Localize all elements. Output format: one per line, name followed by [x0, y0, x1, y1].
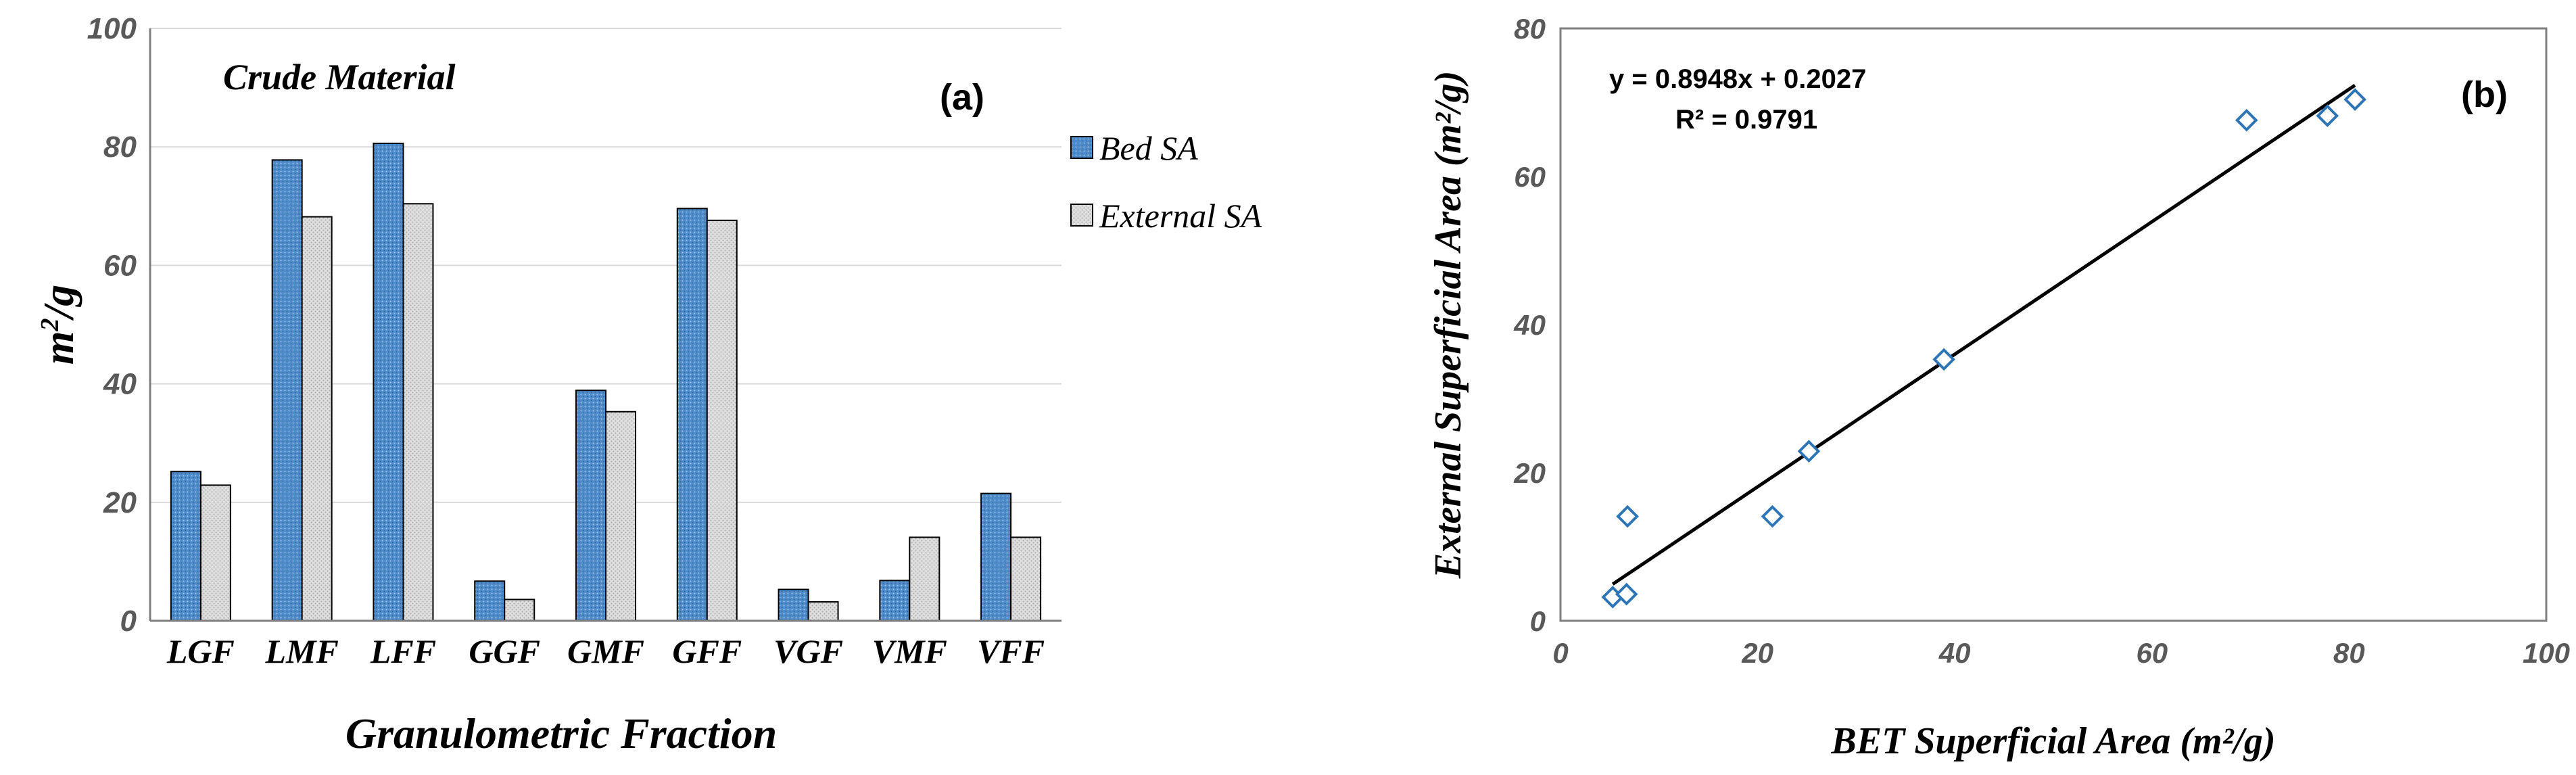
- scatter-chart-panel: 0 20 40 60 80 0 20 40 60 80 100 y = 0.8948x + 0.20…: [1427, 13, 2570, 762]
- scatter-x-tick-label: 40: [1938, 637, 1971, 669]
- bar-external-sa-gmf: [605, 410, 636, 621]
- scatter-trendline: [1611, 83, 2356, 586]
- x-tick-label: GFF: [672, 632, 742, 670]
- bar-chart-bars: [170, 142, 1042, 622]
- bar-external-sa-vmf: [909, 536, 940, 622]
- bar-external-sa-vgf: [807, 601, 839, 622]
- x-tick-label: VGF: [773, 632, 843, 670]
- x-tick-label: LFF: [370, 632, 436, 670]
- legend-label-external-sa: External SA: [1099, 197, 1262, 235]
- scatter-point: [1797, 440, 1821, 463]
- bar-bed-sa-vgf: [778, 588, 809, 622]
- bar-external-sa-lgf: [199, 484, 231, 621]
- bar-bed-sa-lmf: [271, 159, 303, 622]
- x-tick-label: LMF: [264, 632, 338, 670]
- scatter-point: [1616, 504, 1639, 528]
- bar-chart-panel: 0 20 40 60 80 100 LGF LMF LFF GGF GMF GFF VGF VMF VFF…: [34, 12, 1262, 757]
- bar-bed-sa-vff: [980, 492, 1012, 621]
- bar-external-sa-lff: [402, 203, 434, 621]
- x-tick-label: VFF: [977, 632, 1045, 670]
- x-tick-label: GGF: [469, 632, 540, 670]
- y-tick-label: 60: [103, 249, 137, 282]
- scatter-y-tick-label: 80: [1514, 13, 1546, 45]
- x-tick-label: LGF: [166, 632, 235, 670]
- trendline-equation: y = 0.8948x + 0.2027: [1609, 64, 1866, 94]
- bar-external-sa-vff: [1010, 536, 1042, 622]
- scatter-point: [1761, 504, 1784, 528]
- x-tick-label: GMF: [567, 632, 644, 670]
- bar-chart-x-axis-label: Granulometric Fraction: [345, 709, 777, 757]
- scatter-plot-area-border: [1559, 27, 2548, 622]
- y-tick-label: 80: [103, 131, 137, 164]
- scatter-x-axis-label: BET Superficial Area (m²/g): [1830, 720, 2275, 762]
- scatter-point: [2235, 108, 2258, 132]
- scatter-x-tick-label: 0: [1552, 637, 1568, 669]
- bar-chart-x-tick-labels: LGF LMF LFF GGF GMF GFF VGF VMF VFF: [166, 632, 1045, 670]
- bar-bed-sa-vmf: [879, 580, 911, 622]
- scatter-point: [2343, 88, 2366, 111]
- bar-external-sa-lmf: [301, 216, 333, 621]
- bar-chart-y-axis-label: m2/g: [34, 285, 82, 365]
- legend-swatch-external-sa: [1070, 204, 1093, 227]
- bar-external-sa-ggf: [504, 598, 535, 621]
- legend-label-bed-sa: Bed SA: [1099, 129, 1198, 167]
- y-tick-label: 100: [87, 12, 137, 45]
- bar-bed-sa-gff: [676, 208, 708, 621]
- y-tick-label: 20: [103, 486, 137, 519]
- scatter-point: [2316, 104, 2339, 128]
- scatter-points: [1601, 88, 2366, 609]
- scatter-y-tick-label: 60: [1514, 161, 1546, 193]
- bar-bed-sa-lff: [373, 142, 404, 622]
- bar-chart-legend: Bed SA External SA: [1070, 129, 1262, 235]
- y-tick-label: 0: [120, 605, 137, 638]
- scatter-y-tick-label: 40: [1513, 309, 1546, 341]
- scatter-x-tick-label: 80: [2333, 637, 2365, 669]
- y-tick-label: 40: [103, 368, 137, 401]
- bar-bed-sa-ggf: [474, 580, 506, 621]
- bar-chart-panel-label: (a): [940, 77, 984, 118]
- scatter-x-tick-label: 20: [1741, 637, 1773, 669]
- legend-swatch-bed-sa: [1070, 136, 1093, 159]
- scatter-point: [1932, 348, 1955, 371]
- scatter-y-tick-label: 20: [1513, 457, 1546, 489]
- scatter-panel-label: (b): [2461, 74, 2508, 115]
- scatter-y-tick-label: 0: [1530, 605, 1546, 637]
- bar-chart-y-tick-labels: 0 20 40 60 80 100: [87, 12, 137, 638]
- scatter-x-tick-label: 60: [2136, 637, 2168, 669]
- bar-chart-title: Crude Material: [223, 57, 456, 97]
- bar-external-sa-gff: [706, 219, 738, 622]
- x-tick-label: VMF: [872, 632, 947, 670]
- trendline-r-squared: R² = 0.9791: [1675, 105, 1817, 135]
- scatter-x-tick-label: 100: [2523, 637, 2570, 669]
- scatter-tick-labels: 0 20 40 60 80 0 20 40 60 80 100: [1513, 13, 2570, 669]
- scatter-y-axis-label: External Superficial Area (m²/g): [1427, 71, 1469, 580]
- bar-bed-sa-lgf: [170, 471, 201, 621]
- scatter-point: [1615, 582, 1638, 606]
- bar-bed-sa-gmf: [575, 390, 606, 622]
